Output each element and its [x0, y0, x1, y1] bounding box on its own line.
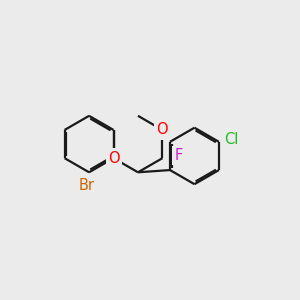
Text: F: F: [174, 148, 182, 163]
Text: O: O: [108, 151, 119, 166]
Text: Br: Br: [79, 178, 95, 193]
Text: Cl: Cl: [224, 132, 238, 147]
Text: O: O: [157, 122, 168, 137]
